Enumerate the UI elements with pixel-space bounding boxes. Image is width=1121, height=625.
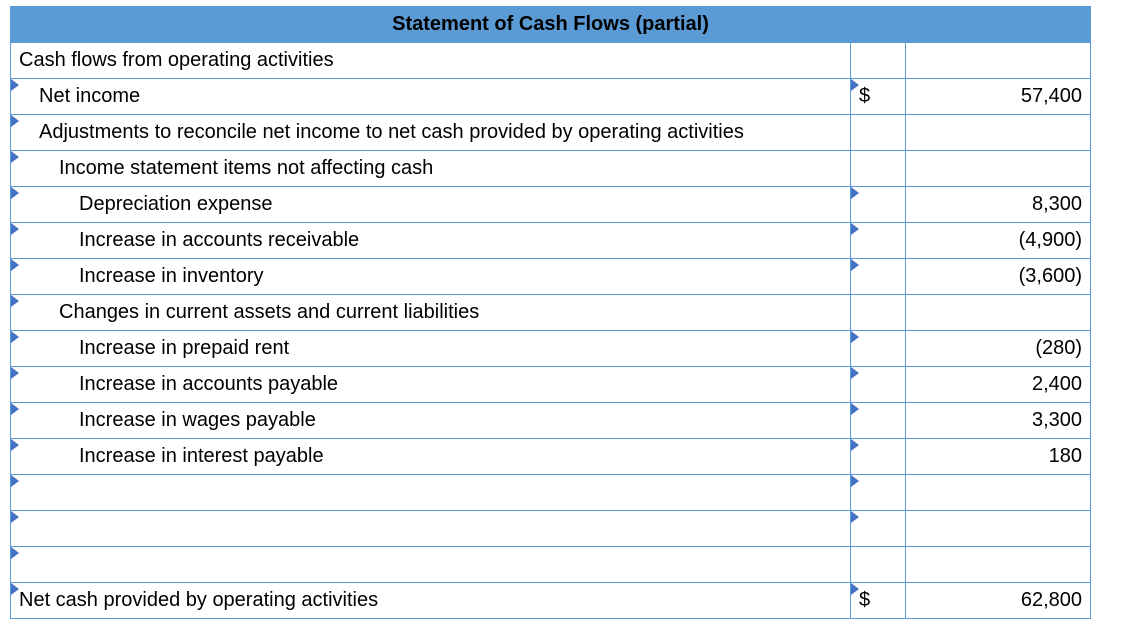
row-label: Increase in wages payable (11, 403, 851, 439)
amount: 8,300 (906, 187, 1091, 223)
row-label: Income statement items not affecting cas… (11, 151, 851, 187)
currency-symbol (851, 187, 906, 223)
table-row: Income statement items not affecting cas… (11, 151, 1091, 187)
row-label: Increase in accounts receivable (11, 223, 851, 259)
row-label: Adjustments to reconcile net income to n… (11, 115, 851, 151)
table-row (11, 511, 1091, 547)
amount: 180 (906, 439, 1091, 475)
row-label: Depreciation expense (11, 187, 851, 223)
table-row (11, 547, 1091, 583)
currency-symbol (851, 295, 906, 331)
row-label: Net income (11, 79, 851, 115)
row-label: Increase in prepaid rent (11, 331, 851, 367)
table-row (11, 475, 1091, 511)
amount: (3,600) (906, 259, 1091, 295)
currency-symbol (851, 151, 906, 187)
table-row: Increase in interest payable 180 (11, 439, 1091, 475)
row-label (11, 511, 851, 547)
amount (906, 475, 1091, 511)
currency-symbol (851, 367, 906, 403)
table-row: Increase in accounts receivable (4,900) (11, 223, 1091, 259)
currency-symbol (851, 331, 906, 367)
cash-flow-table: Statement of Cash Flows (partial)Cash fl… (10, 6, 1091, 619)
currency-symbol (851, 115, 906, 151)
row-label: Increase in inventory (11, 259, 851, 295)
table-header-row: Statement of Cash Flows (partial) (11, 7, 1091, 43)
table-title: Statement of Cash Flows (partial) (11, 7, 1091, 43)
cash-flow-statement: Statement of Cash Flows (partial)Cash fl… (10, 6, 1090, 619)
amount: (4,900) (906, 223, 1091, 259)
currency-symbol (851, 439, 906, 475)
row-label: Changes in current assets and current li… (11, 295, 851, 331)
row-label: Net cash provided by operating activitie… (11, 583, 851, 619)
table-row: Adjustments to reconcile net income to n… (11, 115, 1091, 151)
currency-symbol (851, 259, 906, 295)
row-label (11, 475, 851, 511)
amount (906, 115, 1091, 151)
table-row: Depreciation expense 8,300 (11, 187, 1091, 223)
row-label: Increase in accounts payable (11, 367, 851, 403)
currency-symbol (851, 223, 906, 259)
row-label: Cash flows from operating activities (11, 43, 851, 79)
amount: 57,400 (906, 79, 1091, 115)
amount: 2,400 (906, 367, 1091, 403)
amount (906, 43, 1091, 79)
amount (906, 151, 1091, 187)
currency-symbol: $ (851, 79, 906, 115)
table-row: Increase in accounts payable 2,400 (11, 367, 1091, 403)
table-row: Increase in wages payable 3,300 (11, 403, 1091, 439)
amount: 62,800 (906, 583, 1091, 619)
currency-symbol (851, 475, 906, 511)
currency-symbol (851, 403, 906, 439)
table-row: Changes in current assets and current li… (11, 295, 1091, 331)
currency-symbol (851, 547, 906, 583)
table-row: Increase in inventory (3,600) (11, 259, 1091, 295)
currency-symbol: $ (851, 583, 906, 619)
amount (906, 295, 1091, 331)
table-row: Net cash provided by operating activitie… (11, 583, 1091, 619)
currency-symbol (851, 511, 906, 547)
amount (906, 547, 1091, 583)
row-label (11, 547, 851, 583)
table-row: Increase in prepaid rent (280) (11, 331, 1091, 367)
amount: 3,300 (906, 403, 1091, 439)
table-row: Cash flows from operating activities (11, 43, 1091, 79)
row-label: Increase in interest payable (11, 439, 851, 475)
amount: (280) (906, 331, 1091, 367)
table-row: Net income$57,400 (11, 79, 1091, 115)
amount (906, 511, 1091, 547)
currency-symbol (851, 43, 906, 79)
